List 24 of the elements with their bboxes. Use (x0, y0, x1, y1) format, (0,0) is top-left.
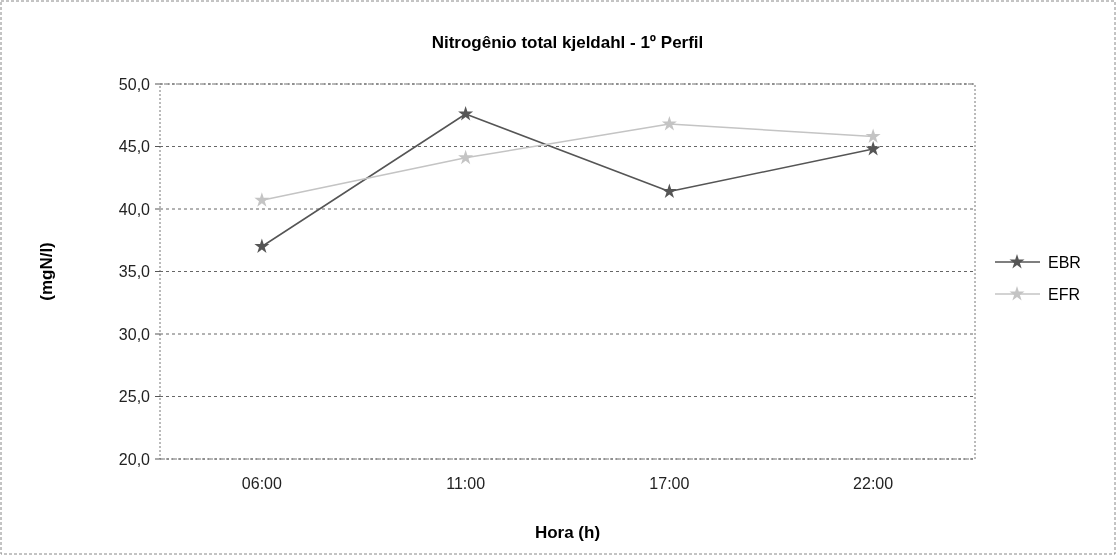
legend-label: EFR (1048, 285, 1080, 303)
y-tick-label: 25,0 (118, 388, 151, 406)
point (458, 149, 474, 165)
point (254, 192, 270, 207)
y-tick-label: 35,0 (118, 263, 151, 281)
y-axis-title: (mgN/l) (37, 242, 56, 301)
point (661, 183, 677, 198)
x-tick-label: 06:00 (241, 475, 282, 492)
y-tick-label: 30,0 (118, 325, 151, 343)
y-tick-label: 45,0 (118, 138, 151, 156)
point (254, 238, 270, 253)
legend-label: EBR (1048, 253, 1081, 271)
chart-title: Nitrogênio total kjeldahl - 1º Perfil (431, 33, 704, 52)
y-tick-label: 40,0 (118, 200, 151, 218)
x-tick-label: 17:00 (649, 475, 690, 492)
point (865, 141, 881, 156)
x-tick-label: 22:00 (853, 475, 894, 492)
x-axis-title: Hora (h) (534, 523, 601, 542)
point (661, 116, 677, 131)
y-tick-label: 20,0 (118, 450, 151, 468)
point (865, 128, 881, 143)
y-tick-label: 50,0 (118, 75, 151, 93)
x-tick-label: 11:00 (446, 475, 486, 492)
point (458, 106, 474, 121)
